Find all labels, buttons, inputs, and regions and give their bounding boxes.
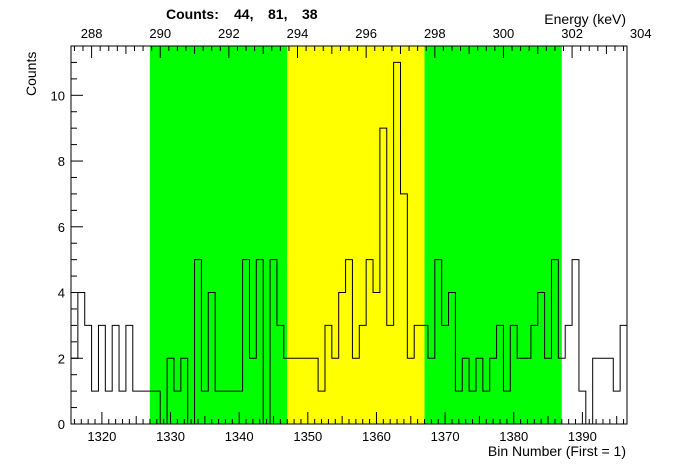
counts-label: Counts: [166, 6, 219, 22]
y-tick-label: 0 [58, 417, 65, 432]
energy-axis-title: Energy (keV) [544, 11, 626, 27]
region-3 [424, 46, 562, 424]
x-tick-label: 1360 [362, 429, 391, 444]
region-1 [149, 46, 288, 424]
x-tick-label: 1330 [156, 429, 185, 444]
energy-tick-label: 300 [493, 26, 515, 41]
axes [70, 45, 628, 425]
y-tick-label: 4 [58, 286, 65, 301]
counts-left-value: 44, [234, 6, 253, 22]
tick-labels: 1320 1330 1340 1350 1360 1370 1380 1390 0 2 4 6 8 10 2… [51, 26, 652, 444]
energy-tick-label: 288 [81, 26, 103, 41]
energy-tick-label: 296 [355, 26, 377, 41]
x-tick-label: 1380 [499, 429, 528, 444]
energy-tick-label: 304 [630, 26, 652, 41]
y-tick-label: 2 [58, 351, 65, 366]
x-tick-label: 1370 [431, 429, 460, 444]
energy-tick-label: 292 [218, 26, 240, 41]
energy-tick-label: 290 [149, 26, 171, 41]
y-tick-label: 8 [58, 154, 65, 169]
x-tick-label: 1350 [293, 429, 322, 444]
highlight-regions [149, 46, 562, 424]
region-2 [287, 46, 425, 424]
x-tick-label: 1390 [568, 429, 597, 444]
y-tick-label: 10 [51, 88, 65, 103]
energy-tick-label: 294 [287, 26, 309, 41]
counts-center-value: 81, [268, 6, 287, 22]
counts-right-value: 38 [302, 6, 318, 22]
x-tick-label: 1320 [87, 429, 116, 444]
energy-tick-label: 298 [424, 26, 446, 41]
y-tick-label: 6 [58, 220, 65, 235]
x-axis-title: Bin Number (First = 1) [488, 443, 626, 459]
y-axis-title: Counts [23, 52, 39, 96]
x-tick-label: 1340 [225, 429, 254, 444]
energy-tick-label: 302 [561, 26, 583, 41]
